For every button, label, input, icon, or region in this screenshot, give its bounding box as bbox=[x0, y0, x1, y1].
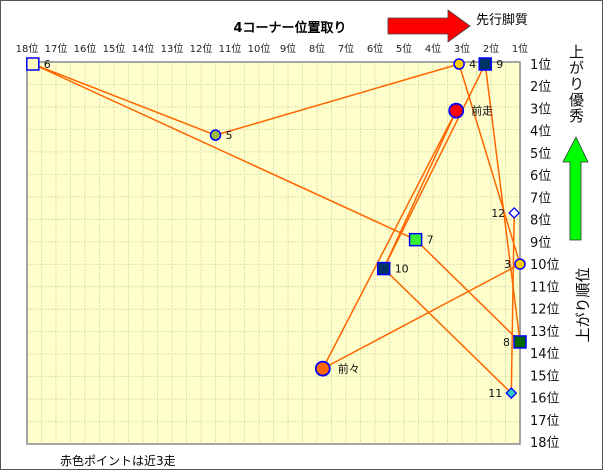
point-label: 12 bbox=[491, 207, 505, 220]
red-arrow-right-icon bbox=[387, 9, 471, 43]
connector-line bbox=[383, 63, 486, 269]
x-tick-label: 7位 bbox=[338, 42, 354, 55]
y-axis-label: 上がり順位 bbox=[574, 267, 592, 342]
point-marker bbox=[376, 261, 391, 276]
point-label: 5 bbox=[226, 129, 233, 142]
x-tick-label: 17位 bbox=[45, 42, 68, 55]
point-marker bbox=[513, 335, 527, 349]
y-tick-label: 1位 bbox=[530, 58, 551, 73]
y-tick-label: 13位 bbox=[530, 325, 560, 340]
y-tick-label: 3位 bbox=[530, 102, 551, 117]
y-tick-label: 12位 bbox=[530, 303, 560, 318]
y-tick-label: 5位 bbox=[530, 147, 551, 162]
connector-line bbox=[215, 63, 460, 136]
y-label-top: 上がり優秀 bbox=[567, 44, 585, 124]
y-tick-label: 4位 bbox=[530, 125, 551, 140]
connector-line bbox=[322, 263, 521, 370]
point-label: 前々 bbox=[338, 362, 360, 376]
x-tick-label: 9位 bbox=[280, 42, 296, 55]
green-arrow-up-icon bbox=[562, 136, 589, 241]
point-marker bbox=[478, 57, 492, 71]
y-tick-label: 9位 bbox=[530, 236, 551, 251]
point-label: 6 bbox=[44, 58, 51, 71]
x-tick-label: 13位 bbox=[161, 42, 184, 55]
x-tick-label: 4位 bbox=[425, 42, 441, 55]
x-tick-label: 10位 bbox=[248, 42, 271, 55]
point-label: 前走 bbox=[471, 104, 493, 118]
point-label: 9 bbox=[496, 58, 503, 71]
x-tick-label: 15位 bbox=[103, 42, 126, 55]
point-marker bbox=[314, 360, 331, 377]
x-tick-label: 1位 bbox=[512, 42, 528, 55]
footnote-text: 赤色ポイントは近3走 bbox=[60, 454, 176, 468]
connector-line bbox=[484, 63, 521, 343]
x-tick-label: 14位 bbox=[132, 42, 155, 55]
point-marker bbox=[505, 387, 518, 400]
point-marker bbox=[448, 102, 465, 119]
x-tick-label: 6位 bbox=[367, 42, 383, 55]
point-label: 10 bbox=[395, 263, 409, 276]
point-label: 11 bbox=[488, 387, 502, 400]
x-tick-label: 16位 bbox=[74, 42, 97, 55]
point-marker bbox=[26, 57, 40, 71]
plot-border bbox=[26, 61, 521, 445]
y-tick-label: 14位 bbox=[530, 347, 560, 362]
point-label: 3 bbox=[504, 258, 511, 271]
x-tick-label: 2位 bbox=[483, 42, 499, 55]
point-label: 8 bbox=[503, 336, 510, 349]
y-tick-label: 2位 bbox=[530, 80, 551, 95]
x-tick-label: 8位 bbox=[309, 42, 325, 55]
chart-title: 4コーナー位置取り bbox=[233, 20, 346, 36]
y-tick-label: 7位 bbox=[530, 191, 551, 206]
point-marker bbox=[514, 258, 526, 270]
y-tick-label: 6位 bbox=[530, 169, 551, 184]
connector-line bbox=[383, 268, 512, 394]
connector-line bbox=[510, 212, 515, 394]
x-tick-label: 11位 bbox=[219, 42, 242, 55]
connector-line bbox=[32, 63, 416, 241]
y-tick-label: 17位 bbox=[530, 414, 560, 429]
point-marker bbox=[408, 232, 423, 247]
y-tick-label: 16位 bbox=[530, 392, 560, 407]
x-tick-label: 3位 bbox=[454, 42, 470, 55]
y-tick-label: 8位 bbox=[530, 214, 551, 229]
point-marker bbox=[209, 129, 222, 141]
point-marker bbox=[508, 207, 521, 219]
x-tick-label: 18位 bbox=[16, 42, 39, 55]
x-tick-label: 5位 bbox=[396, 42, 412, 55]
point-marker bbox=[453, 58, 465, 70]
y-tick-label: 15位 bbox=[530, 369, 560, 384]
y-tick-label: 10位 bbox=[530, 258, 560, 273]
connector-line bbox=[322, 110, 457, 369]
point-label: 4 bbox=[469, 58, 476, 71]
y-tick-label: 11位 bbox=[530, 280, 560, 295]
connector-line bbox=[32, 63, 216, 136]
x-tick-label: 12位 bbox=[190, 42, 213, 55]
connector-line bbox=[383, 110, 457, 269]
y-tick-label: 18位 bbox=[530, 436, 560, 451]
x-annotation: 先行脚質 bbox=[476, 12, 528, 28]
connector-line bbox=[415, 239, 521, 343]
point-label: 7 bbox=[427, 234, 434, 247]
